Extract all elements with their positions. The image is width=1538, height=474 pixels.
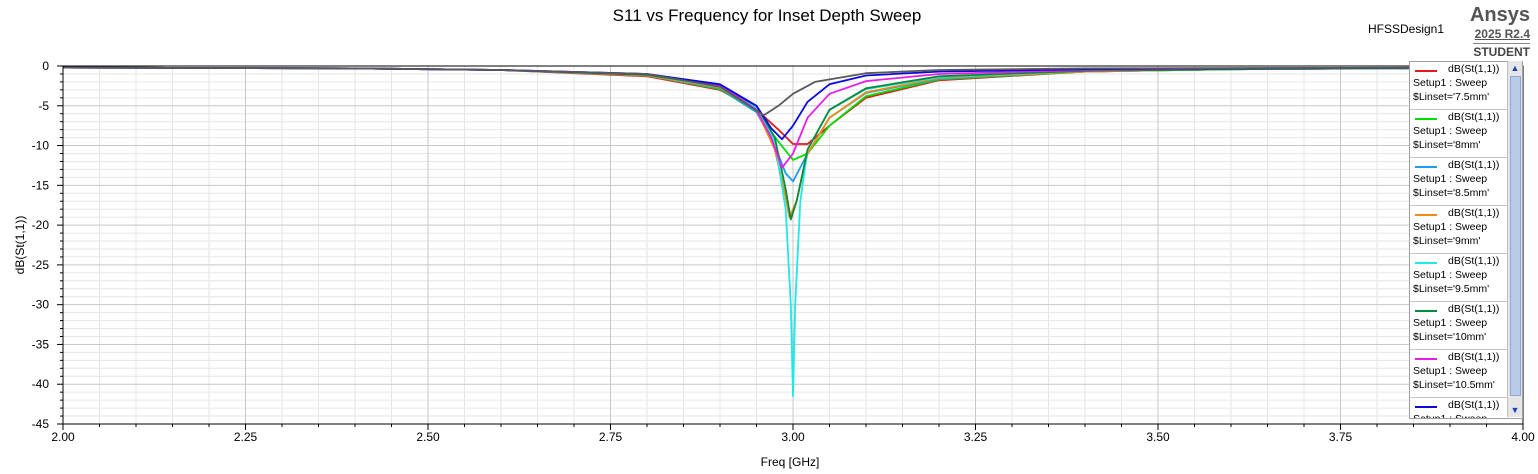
legend-swatch (1415, 214, 1437, 216)
x-tick-label: 3.25 (964, 430, 988, 444)
scroll-up-arrow-icon[interactable]: ▲ (1510, 63, 1520, 73)
scroll-down-arrow-icon[interactable]: ▼ (1510, 405, 1520, 415)
legend-name: dB(St(1,1)) (1448, 399, 1500, 411)
series-line-9 (62, 66, 1524, 117)
x-tick-label: 3.00 (781, 430, 805, 444)
legend-scrollbar[interactable]: ▲ ▼ (1507, 61, 1522, 417)
legend-name: dB(St(1,1)) (1448, 159, 1500, 171)
y-tick-label: -15 (32, 178, 50, 192)
legend-setup: Setup1 : Sweep (1413, 221, 1488, 233)
legend-swatch (1415, 166, 1437, 168)
legend-setup: Setup1 : Sweep (1413, 125, 1488, 137)
legend-swatch (1415, 70, 1437, 72)
x-tick-label: 2.00 (51, 430, 75, 444)
legend-param: $Linset='9mm' (1413, 235, 1481, 247)
x-tick-label: 4.00 (1511, 430, 1535, 444)
legend-setup: Setup1 : Sweep (1413, 317, 1488, 329)
x-tick-label: 3.75 (1329, 430, 1353, 444)
legend-name: dB(St(1,1)) (1448, 351, 1500, 363)
y-tick-label: -35 (32, 337, 50, 351)
legend-swatch (1415, 262, 1437, 264)
legend-setup: Setup1 : Sweep (1413, 269, 1488, 281)
brand-edition: STUDENT (1473, 43, 1530, 59)
legend-name: dB(St(1,1)) (1448, 303, 1500, 315)
legend-param: $Linset='10.5mm' (1413, 379, 1495, 391)
design-name: HFSSDesign1 (1368, 22, 1445, 36)
legend-swatch (1415, 118, 1437, 120)
legend-param: $Linset='8mm' (1413, 139, 1481, 151)
y-tick-label: -25 (32, 258, 50, 272)
y-tick-label: 0 (42, 59, 49, 73)
legend-swatch (1415, 310, 1437, 312)
legend-param: $Linset='9.5mm' (1413, 283, 1490, 295)
legend-entry-3: dB(St(1,1)) Setup1 : Sweep $Linset='8.5mm' (1410, 158, 1522, 206)
brand-version: 2025 R2.4 (1474, 27, 1530, 41)
y-tick-label: -40 (32, 377, 50, 391)
legend-swatch (1415, 358, 1437, 360)
legend-setup: Setup1 : Sweep (1413, 413, 1488, 419)
scroll-thumb[interactable] (1510, 76, 1521, 396)
y-tick-label: -10 (32, 139, 50, 153)
x-tick-label: 2.25 (234, 430, 258, 444)
legend-param: $Linset='10mm' (1413, 331, 1487, 343)
legend-name: dB(St(1,1)) (1448, 207, 1500, 219)
legend-swatch (1415, 406, 1437, 408)
legend-entry-2: dB(St(1,1)) Setup1 : Sweep $Linset='8mm' (1410, 110, 1522, 158)
legend-entry-1: dB(St(1,1)) Setup1 : Sweep $Linset='7.5mm' (1410, 62, 1522, 110)
x-axis-label: Freq [GHz] (761, 455, 820, 469)
legend-param: $Linset='7.5mm' (1413, 91, 1490, 103)
y-tick-label: -30 (32, 298, 50, 312)
legend-setup: Setup1 : Sweep (1413, 77, 1488, 89)
y-axis-label: dB(St(1,1)) (13, 216, 27, 275)
x-tick-label: 2.50 (416, 430, 440, 444)
chart-title: S11 vs Frequency for Inset Depth Sweep (613, 6, 922, 25)
chart-legend: dB(St(1,1)) Setup1 : Sweep $Linset='7.5mm'… (1409, 61, 1523, 419)
legend-param: $Linset='8.5mm' (1413, 187, 1490, 199)
legend-name: dB(St(1,1)) (1448, 63, 1500, 75)
brand-product: Ansys (1469, 4, 1530, 26)
legend-entry-6: dB(St(1,1)) Setup1 : Sweep $Linset='10mm' (1410, 302, 1522, 350)
legend-entry-5: dB(St(1,1)) Setup1 : Sweep $Linset='9.5mm' (1410, 254, 1522, 302)
legend-setup: Setup1 : Sweep (1413, 173, 1488, 185)
legend-entry-4: dB(St(1,1)) Setup1 : Sweep $Linset='9mm' (1410, 206, 1522, 254)
y-axis: 0 -5 -10 -15 -20 -25 -30 -35 -40 -45 (32, 59, 63, 431)
x-axis: 2.00 2.25 2.50 2.75 3.00 3.25 3.50 3.75 4.00 (51, 424, 1535, 444)
y-tick-label: -5 (38, 99, 49, 113)
y-tick-label: -20 (32, 218, 50, 232)
series-layer (62, 66, 1524, 398)
y-tick-label: -45 (32, 417, 50, 431)
legend-entry-7: dB(St(1,1)) Setup1 : Sweep $Linset='10.5mm… (1410, 350, 1522, 398)
legend-name: dB(St(1,1)) (1448, 255, 1500, 267)
legend-name: dB(St(1,1)) (1448, 111, 1500, 123)
x-tick-label: 3.50 (1146, 430, 1170, 444)
legend-entry-8: dB(St(1,1))Setup1 : Sweep$Linset='11mm' (1410, 398, 1522, 419)
x-tick-label: 2.75 (599, 430, 623, 444)
legend-setup: Setup1 : Sweep (1413, 365, 1488, 377)
